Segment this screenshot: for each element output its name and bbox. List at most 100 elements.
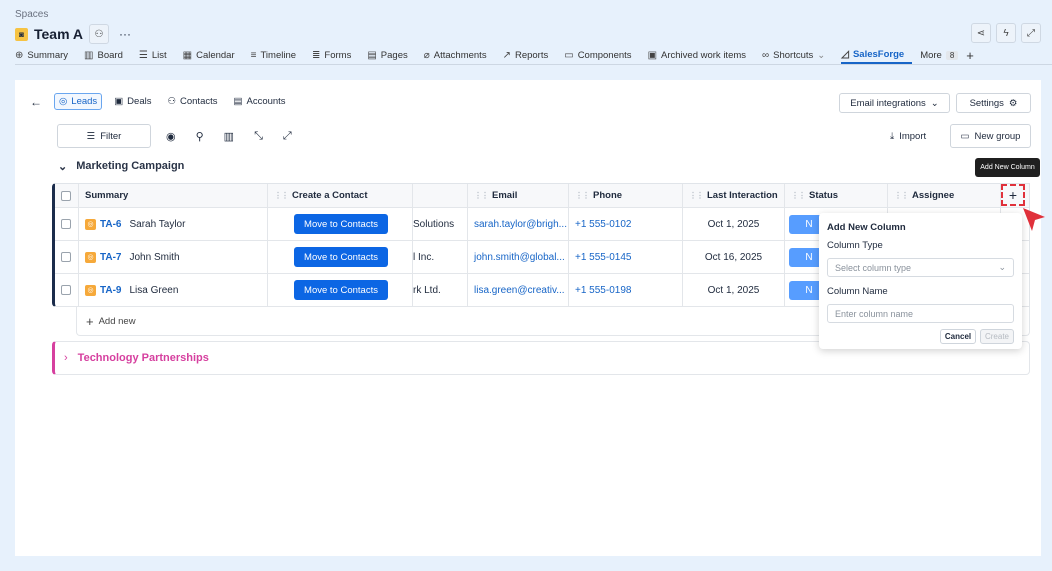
phone-link[interactable]: +1 555-0102 [575, 218, 632, 230]
column-header[interactable]: ⋮⋮ Last Interaction [683, 184, 785, 207]
tab-pages[interactable]: ▤ Pages [367, 47, 415, 64]
plus-icon[interactable]: + [966, 48, 974, 63]
user-filter-icon[interactable]: ◉ [166, 131, 176, 143]
drag-handle-icon[interactable]: ⋮⋮ [689, 191, 704, 200]
column-header[interactable]: ⋮⋮ Phone [569, 184, 683, 207]
summary-cell[interactable]: ◎ TA-9 Lisa Green [79, 274, 268, 306]
expand-icon[interactable]: ⤢ [282, 130, 292, 142]
tab-forms[interactable]: ≣ Forms [312, 47, 359, 64]
fullscreen-button[interactable]: ⤢ [1021, 23, 1041, 43]
subtab-contacts[interactable]: ⚇ Contacts [163, 93, 221, 110]
folder-icon: ▭ [960, 130, 970, 142]
phone-cell: +1 555-0102 [569, 208, 683, 240]
column-type-label: Column Type [827, 240, 883, 251]
add-new-row-button[interactable]: + Add new [76, 307, 1030, 336]
drag-handle-icon[interactable]: ⋮⋮ [894, 191, 909, 200]
chevron-down-icon: ⌄ [817, 50, 826, 61]
tab-shortcuts[interactable]: ∞ Shortcuts ⌄ [762, 47, 833, 64]
column-name-input[interactable]: Enter column name [827, 304, 1014, 323]
pin-icon[interactable]: ⚲ [195, 131, 204, 143]
email-cell: sarah.taylor@brigh... [468, 208, 569, 240]
phone-link[interactable]: +1 555-0145 [575, 251, 632, 263]
collapse-icon[interactable]: ⤡ [254, 130, 263, 142]
tab-board[interactable]: ▥ Board [84, 47, 131, 64]
email-link[interactable]: lisa.green@creativ... [474, 284, 565, 296]
column-header[interactable]: ⋮⋮ Email [468, 184, 569, 207]
issue-key[interactable]: TA-9 [100, 284, 122, 296]
settings-button[interactable]: Settings ⚙ [956, 93, 1031, 113]
last-interaction-cell: Oct 16, 2025 [683, 241, 785, 273]
list-icon: ☰ [138, 50, 148, 61]
column-header-label: Phone [593, 190, 623, 201]
tab-attachments[interactable]: ⌀ Attachments [424, 47, 495, 64]
email-link[interactable]: sarah.taylor@brigh... [474, 218, 567, 230]
settings-label: Settings [969, 97, 1004, 109]
tab-label: Reports [514, 50, 549, 61]
share-button[interactable]: ⋖ [971, 23, 991, 43]
columns-icon[interactable]: ▥ [223, 131, 235, 143]
tab-summary[interactable]: ⊕ Summary [15, 47, 76, 64]
tab-components[interactable]: ▭ Components [564, 47, 639, 64]
create-button[interactable]: Create [980, 329, 1014, 344]
import-label: Import [899, 131, 927, 142]
column-header[interactable]: ⋮⋮ Create a Contact [268, 184, 413, 207]
cancel-button[interactable]: Cancel [940, 329, 976, 344]
drag-handle-icon[interactable]: ⋮⋮ [575, 191, 590, 200]
summary-cell[interactable]: ◎ TA-6 Sarah Taylor [79, 208, 268, 240]
drag-handle-icon[interactable]: ⋮⋮ [791, 191, 806, 200]
tab-label: Forms [324, 50, 352, 61]
summary-cell[interactable]: ◎ TA-7 John Smith [79, 241, 268, 273]
group-name: Marketing Campaign [76, 160, 185, 172]
email-integrations-dropdown[interactable]: Email integrations ⌄ [839, 93, 950, 113]
group-header-marketing[interactable]: ⌄ Marketing Campaign [58, 160, 184, 173]
import-button[interactable]: ⤓ Import [890, 131, 926, 142]
row-checkbox[interactable] [61, 252, 71, 262]
chevron-right-icon: › [64, 352, 68, 364]
phone-link[interactable]: +1 555-0198 [575, 284, 632, 296]
last-interaction-cell: Oct 1, 2025 [683, 208, 785, 240]
filter-button[interactable]: ☰ Filter [57, 124, 151, 148]
tab-more[interactable]: More 8 + [920, 47, 982, 64]
row-select-cell [55, 274, 79, 306]
drag-handle-icon[interactable]: ⋮⋮ [274, 191, 289, 200]
issue-key[interactable]: TA-7 [100, 251, 122, 263]
subtab-deals[interactable]: ▣ Deals [110, 93, 155, 110]
move-to-contacts-button[interactable]: Move to Contacts [294, 214, 388, 234]
issue-key[interactable]: TA-6 [100, 218, 122, 230]
lead-name: Sarah Taylor [129, 218, 186, 230]
add-column-button[interactable]: + [1001, 184, 1025, 206]
move-to-contacts-button[interactable]: Move to Contacts [294, 247, 388, 267]
subtab-accounts[interactable]: ▤ Accounts [230, 93, 290, 110]
column-header[interactable]: Summary [79, 184, 268, 207]
group-header-technology[interactable]: › Technology Partnerships [52, 341, 1030, 375]
subtab-leads[interactable]: ◎ Leads [54, 93, 103, 110]
tab-label: Attachments [433, 50, 487, 61]
more-actions-button[interactable]: ··· [119, 27, 132, 41]
row-checkbox[interactable] [61, 219, 71, 229]
column-type-select[interactable]: Select column type ⌄ [827, 258, 1014, 277]
breadcrumb[interactable]: Spaces [15, 9, 49, 20]
new-group-label: New group [974, 130, 1021, 142]
email-cell: john.smith@global... [468, 241, 569, 273]
lead-icon: ◎ [85, 218, 96, 230]
tab-archived-work-items[interactable]: ▣ Archived work items [648, 47, 754, 64]
column-header[interactable]: ⋮⋮ Assignee [888, 184, 1001, 207]
back-arrow-icon[interactable]: ← [30, 95, 42, 109]
tab-salesforge[interactable]: ◿ SalesForge [841, 47, 913, 64]
move-to-contacts-button[interactable]: Move to Contacts [294, 280, 388, 300]
filter-icon: ☰ [86, 130, 96, 142]
column-header[interactable]: ⋮⋮ Status [785, 184, 888, 207]
column-header[interactable] [413, 184, 468, 207]
members-button[interactable]: ⚇ [89, 24, 110, 44]
automation-button[interactable]: ϟ [996, 23, 1016, 43]
tab-calendar[interactable]: ▦ Calendar [183, 47, 243, 64]
new-group-button[interactable]: ▭ New group [950, 124, 1031, 148]
email-link[interactable]: john.smith@global... [474, 251, 565, 263]
plus-icon: + [1008, 187, 1018, 203]
tab-reports[interactable]: ↗ Reports [503, 47, 557, 64]
tab-list[interactable]: ☰ List [139, 47, 175, 64]
drag-handle-icon[interactable]: ⋮⋮ [474, 191, 489, 200]
row-checkbox[interactable] [61, 285, 71, 295]
select-all-checkbox[interactable] [61, 190, 71, 201]
tab-timeline[interactable]: ≡ Timeline [251, 47, 304, 64]
